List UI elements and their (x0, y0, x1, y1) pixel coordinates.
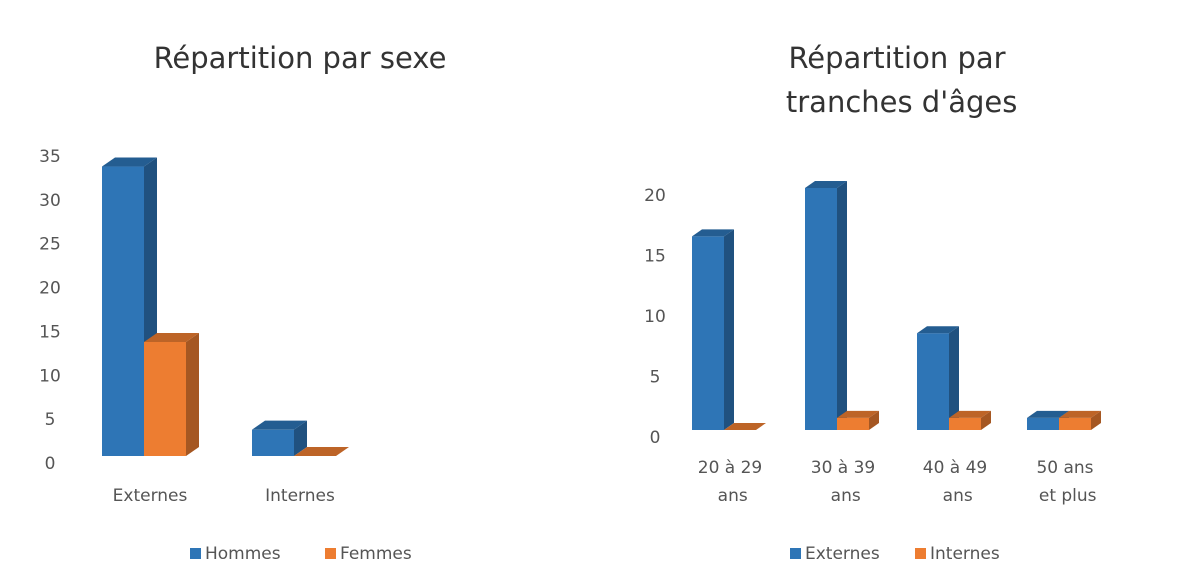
y-tick-label: 15 (39, 322, 61, 342)
legend-swatch (325, 548, 336, 559)
bar-front (692, 236, 724, 430)
bar-front (1027, 417, 1059, 430)
bar-side (724, 229, 734, 430)
bar (294, 447, 349, 456)
y-tick-label: 35 (39, 147, 61, 167)
bar-side (186, 332, 199, 456)
legend-label: Hommes (205, 544, 281, 564)
bar-top (1027, 410, 1069, 418)
bar-side (1091, 410, 1101, 430)
bar-front (252, 429, 294, 456)
x-tick-label: 40 à 49 ans (923, 458, 988, 506)
legend-label: Internes (930, 544, 1000, 564)
bar (1059, 410, 1101, 430)
bar-front (837, 417, 869, 430)
bar-front (949, 417, 981, 430)
bar-front (917, 333, 949, 430)
y-tick-label: 0 (45, 454, 56, 474)
bar-front (1059, 417, 1091, 430)
bar-top (252, 420, 307, 430)
x-tick-label: Externes (113, 486, 188, 506)
x-tick-label: Internes (265, 486, 335, 506)
bar-top (692, 229, 734, 237)
bar-top (1059, 410, 1101, 418)
bar (252, 420, 307, 456)
legend-swatch (790, 548, 801, 559)
y-tick-label: 10 (644, 307, 666, 327)
bar (949, 410, 991, 430)
bar-top (949, 410, 991, 418)
bar (917, 326, 959, 430)
y-tick-label: 0 (650, 428, 661, 448)
bar-side (294, 420, 307, 456)
bar-top (144, 332, 199, 342)
bar-front (144, 341, 186, 456)
bar-side (949, 326, 959, 430)
bar-top (294, 447, 349, 456)
bar (724, 423, 766, 430)
y-tick-label: 30 (39, 191, 61, 211)
legend-label: Externes (805, 544, 880, 564)
legend-swatch (915, 548, 926, 559)
bar-top (724, 423, 766, 430)
bar-side (869, 410, 879, 430)
bar (805, 181, 847, 430)
bar-top (917, 326, 959, 334)
bar (692, 229, 734, 430)
bar-side (981, 410, 991, 430)
y-tick-label: 5 (45, 410, 56, 430)
x-tick-label: 20 à 29 ans (698, 458, 763, 506)
bar-side (837, 181, 847, 430)
bar-top (837, 410, 879, 418)
chart-title: Répartition par sexe (154, 41, 447, 75)
x-tick-label: 50 ans et plus (1033, 458, 1096, 506)
y-tick-label: 25 (39, 235, 61, 255)
bar (144, 332, 199, 456)
y-tick-label: 10 (39, 366, 61, 386)
legend-swatch (190, 548, 201, 559)
y-tick-label: 20 (39, 279, 61, 299)
bar-top (805, 181, 847, 188)
chart-title: Répartition par tranches d'âges (777, 41, 1018, 119)
bar-front (805, 188, 837, 430)
y-tick-label: 20 (644, 186, 666, 206)
bar-front (102, 166, 144, 457)
y-tick-label: 5 (650, 368, 661, 388)
bar-top (102, 157, 157, 167)
legend-label: Femmes (340, 544, 412, 564)
y-tick-label: 15 (644, 247, 666, 267)
bar (837, 410, 879, 430)
x-tick-label: 30 à 39 ans (811, 458, 876, 506)
